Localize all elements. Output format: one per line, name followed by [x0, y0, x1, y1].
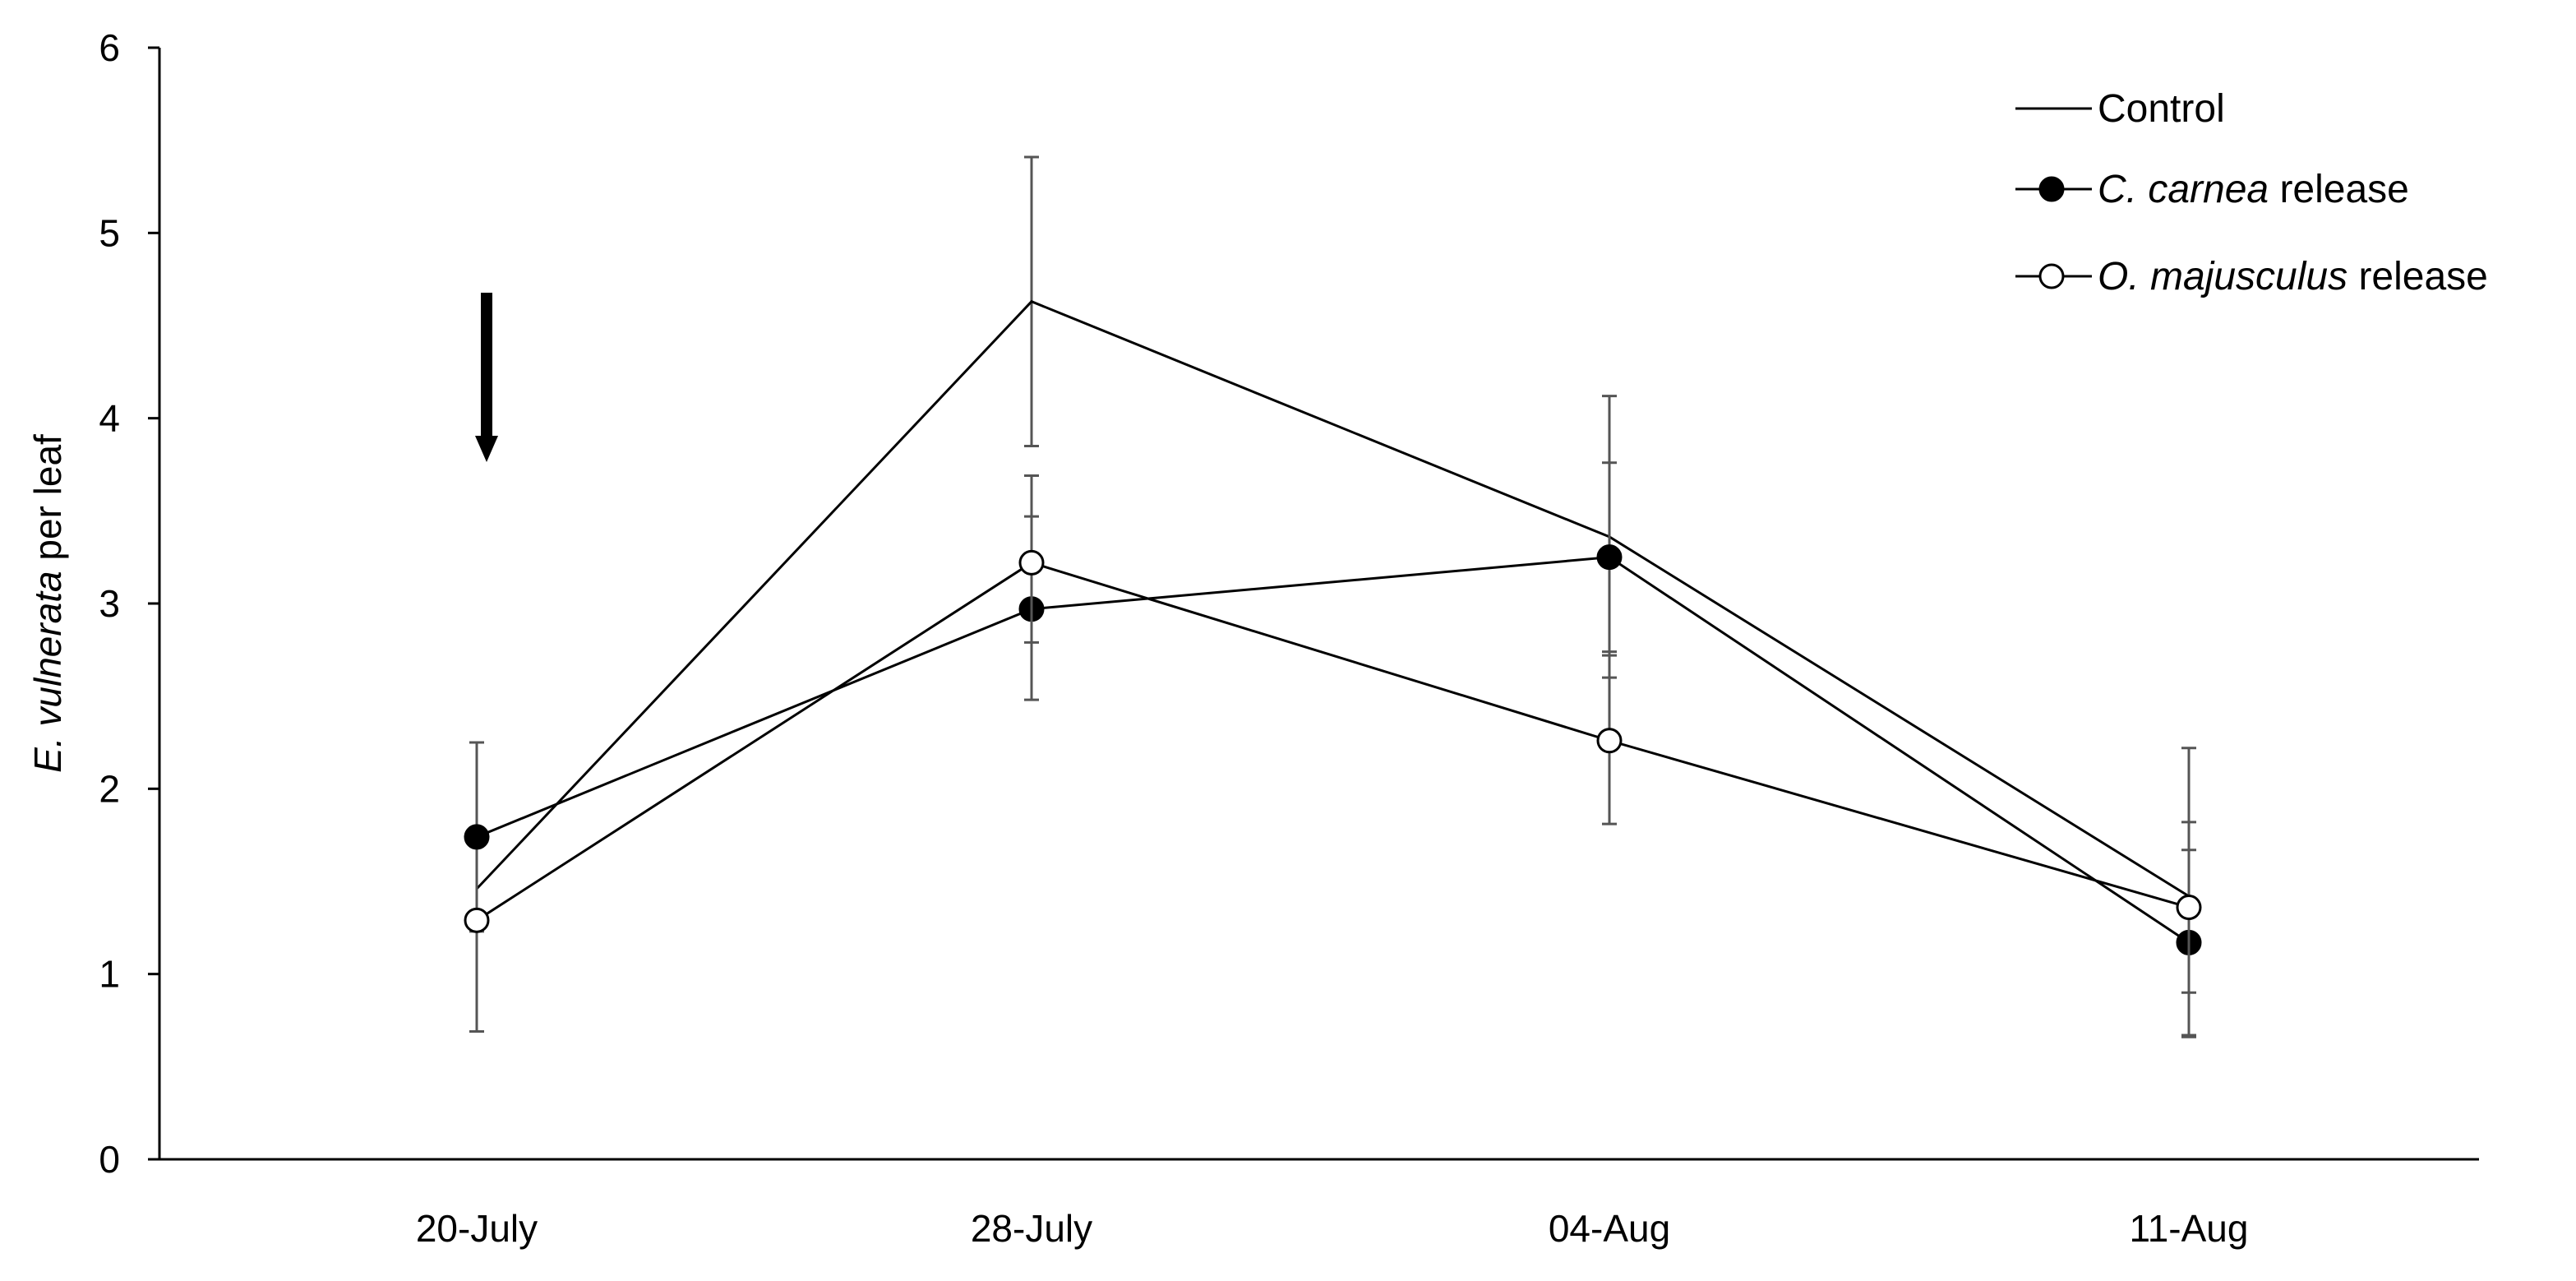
legend: Control C. carnea release O. majusculus re… [2015, 87, 2488, 298]
data-point [1596, 544, 1623, 571]
y-axis-title-italic: E. vulnerata [26, 571, 69, 772]
axes [158, 48, 2479, 1161]
series-line [476, 556, 2190, 944]
legend-marker [2038, 263, 2065, 289]
series-line [475, 299, 2190, 898]
y-tick-label: 5 [99, 211, 120, 254]
y-tick-label: 2 [99, 767, 120, 810]
legend-label: Control [2098, 87, 2225, 131]
legend-item: C. carnea release [2015, 168, 2409, 211]
series-line [476, 561, 2190, 922]
data-point [1596, 728, 1623, 754]
data-point [464, 907, 490, 933]
x-tick-label: 20-July [416, 1207, 538, 1250]
y-tick-label: 0 [99, 1138, 120, 1181]
legend-marker [2038, 176, 2065, 202]
plot-area [464, 155, 2202, 1038]
data-point [2176, 895, 2202, 921]
legend-item: Control [2015, 87, 2225, 131]
legend-label: O. majusculus release [2098, 255, 2488, 298]
y-tick-label: 1 [99, 953, 120, 996]
x-tick-label: 28-July [971, 1207, 1092, 1250]
x-tick-label: 11-Aug [2130, 1207, 2249, 1250]
series-0 [475, 155, 2196, 1038]
y-ticks: 0 1 2 3 4 5 6 [99, 26, 159, 1181]
y-tick-label: 3 [99, 582, 120, 625]
x-tick-label: 04-Aug [1549, 1207, 1670, 1250]
legend-label: C. carnea release [2098, 168, 2409, 211]
release-arrow-icon [475, 293, 498, 462]
data-point [1018, 549, 1045, 576]
y-tick-label: 4 [99, 397, 120, 440]
y-axis-title-rest: per leaf [26, 434, 69, 571]
series-1 [464, 461, 2202, 1037]
y-axis-title: E. vulnerata per leaf [26, 434, 69, 773]
x-tick-labels: 20-July 28-July 04-Aug 11-Aug [416, 1207, 2249, 1250]
y-tick-label: 6 [99, 26, 120, 69]
series-2 [464, 474, 2202, 1034]
data-point [464, 824, 490, 850]
legend-item: O. majusculus release [2015, 255, 2488, 298]
